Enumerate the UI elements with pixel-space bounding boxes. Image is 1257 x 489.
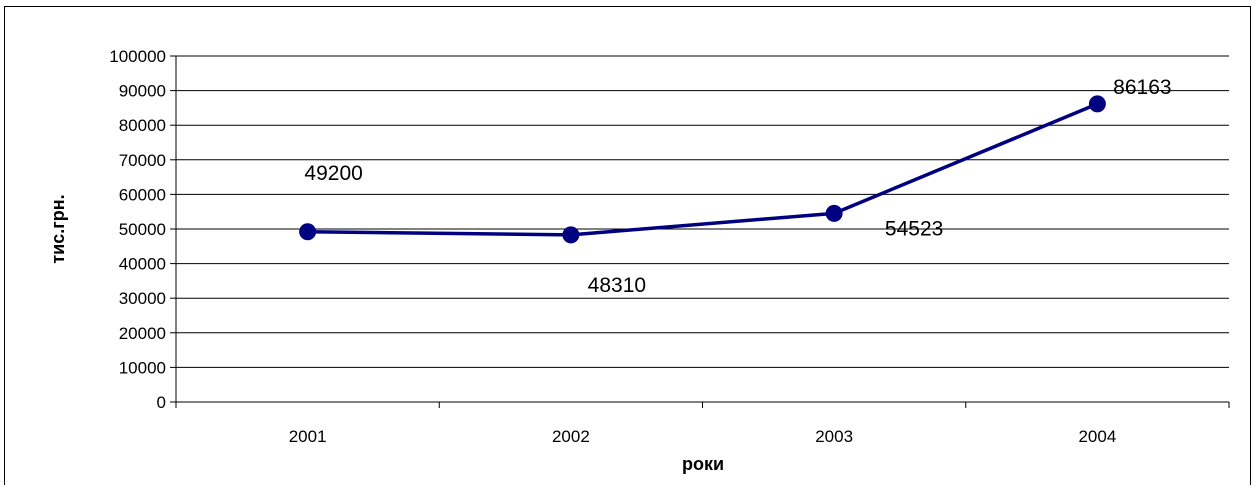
x-tick-label: 2002 <box>552 427 590 446</box>
y-tick-label: 10000 <box>119 358 166 377</box>
data-label: 49200 <box>304 162 362 185</box>
y-tick-label: 100000 <box>109 47 166 66</box>
y-tick-label: 90000 <box>119 82 166 101</box>
y-tick-label: 0 <box>157 393 166 412</box>
y-tick-label: 40000 <box>119 255 166 274</box>
grid-lines <box>176 55 1229 368</box>
series-layer <box>299 95 1106 244</box>
y-axis-ticks: 0 10000 20000 30000 40000 50000 60000 70000 8000… <box>109 47 176 412</box>
y-tick-label: 70000 <box>119 151 166 170</box>
y-tick-label: 80000 <box>119 116 166 135</box>
y-tick-label: 50000 <box>119 220 166 239</box>
y-axis-title: тис.грн. <box>48 194 68 263</box>
series-line <box>307 102 1099 237</box>
data-label: 54523 <box>885 217 943 240</box>
x-tick-label: 2001 <box>289 427 327 446</box>
data-point <box>825 204 843 222</box>
data-point <box>299 223 317 241</box>
x-tick-label: 2003 <box>815 427 853 446</box>
x-axis-title: роки <box>682 454 724 474</box>
data-point <box>1088 95 1106 113</box>
data-point <box>562 226 580 244</box>
data-label: 86163 <box>1113 76 1171 99</box>
y-tick-label: 30000 <box>119 289 166 308</box>
chart-frame <box>4 6 1251 485</box>
y-tick-label: 20000 <box>119 324 166 343</box>
x-axis-ticks: 2001 2002 2003 2004 <box>175 402 1230 446</box>
x-tick-label: 2004 <box>1078 427 1116 446</box>
data-label: 48310 <box>588 274 646 297</box>
data-labels: 49200 48310 54523 86163 <box>304 76 1171 297</box>
y-tick-label: 60000 <box>119 185 166 204</box>
